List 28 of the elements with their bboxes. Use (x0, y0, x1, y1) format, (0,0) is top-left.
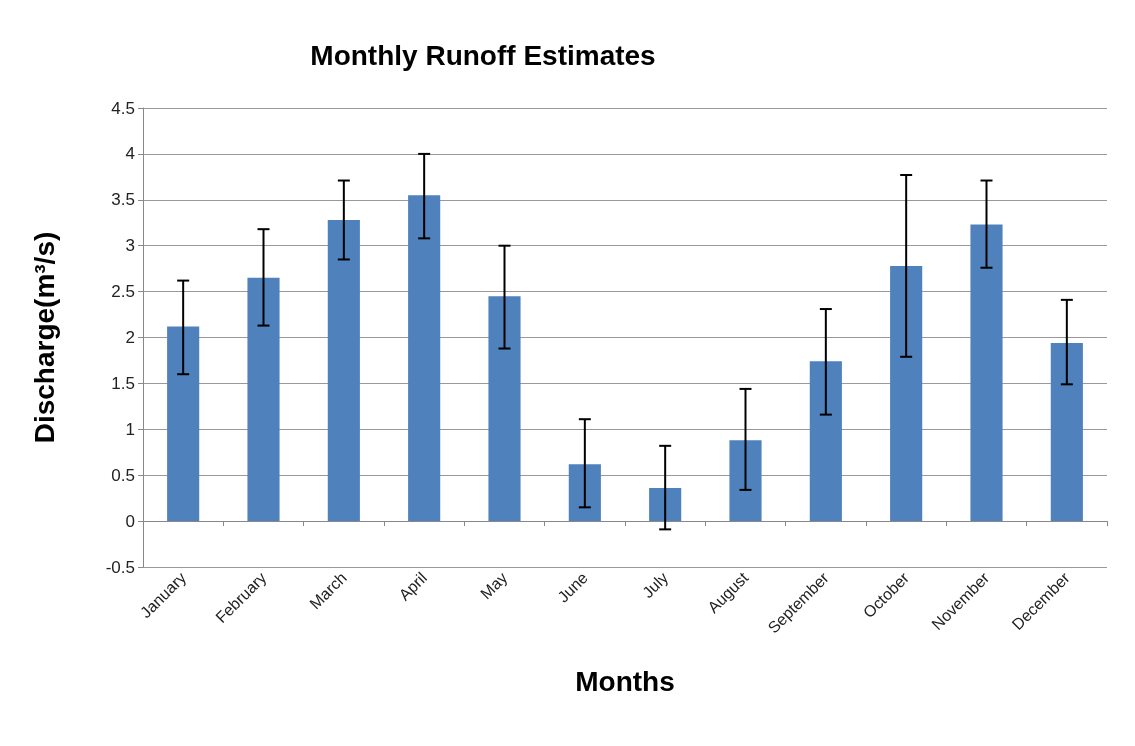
bar (890, 265, 923, 522)
y-tick-label: 4.5 (111, 98, 135, 118)
bar (327, 220, 360, 522)
bar (649, 488, 682, 522)
bar (167, 326, 200, 522)
y-tick-label: 2 (125, 328, 135, 347)
y-tick-label: -0.5 (105, 557, 135, 577)
x-tick-label: July (639, 568, 672, 602)
y-tick-label: 4 (125, 144, 135, 164)
y-tick-label: 0.5 (111, 465, 135, 485)
y-axis-title: Discharge(m³/s) (28, 231, 60, 444)
bar (247, 277, 280, 522)
chart-title: Monthly Runoff Estimates (310, 39, 656, 71)
y-tick-label: 1.5 (111, 373, 135, 393)
y-tick-label: 1 (125, 419, 135, 439)
bar (488, 296, 521, 522)
x-axis-title: Months (575, 665, 675, 697)
y-tick-label: 0 (125, 511, 135, 531)
y-tick-label: 3 (125, 236, 135, 256)
y-tick-label: 2.5 (111, 282, 135, 302)
bar (729, 440, 762, 522)
bar (970, 224, 1003, 522)
bar (809, 361, 842, 522)
y-tick-label: 3.5 (111, 190, 135, 210)
bar (1050, 343, 1083, 522)
bar (408, 195, 441, 522)
bar (568, 464, 601, 522)
x-tick-label: May (477, 568, 511, 603)
